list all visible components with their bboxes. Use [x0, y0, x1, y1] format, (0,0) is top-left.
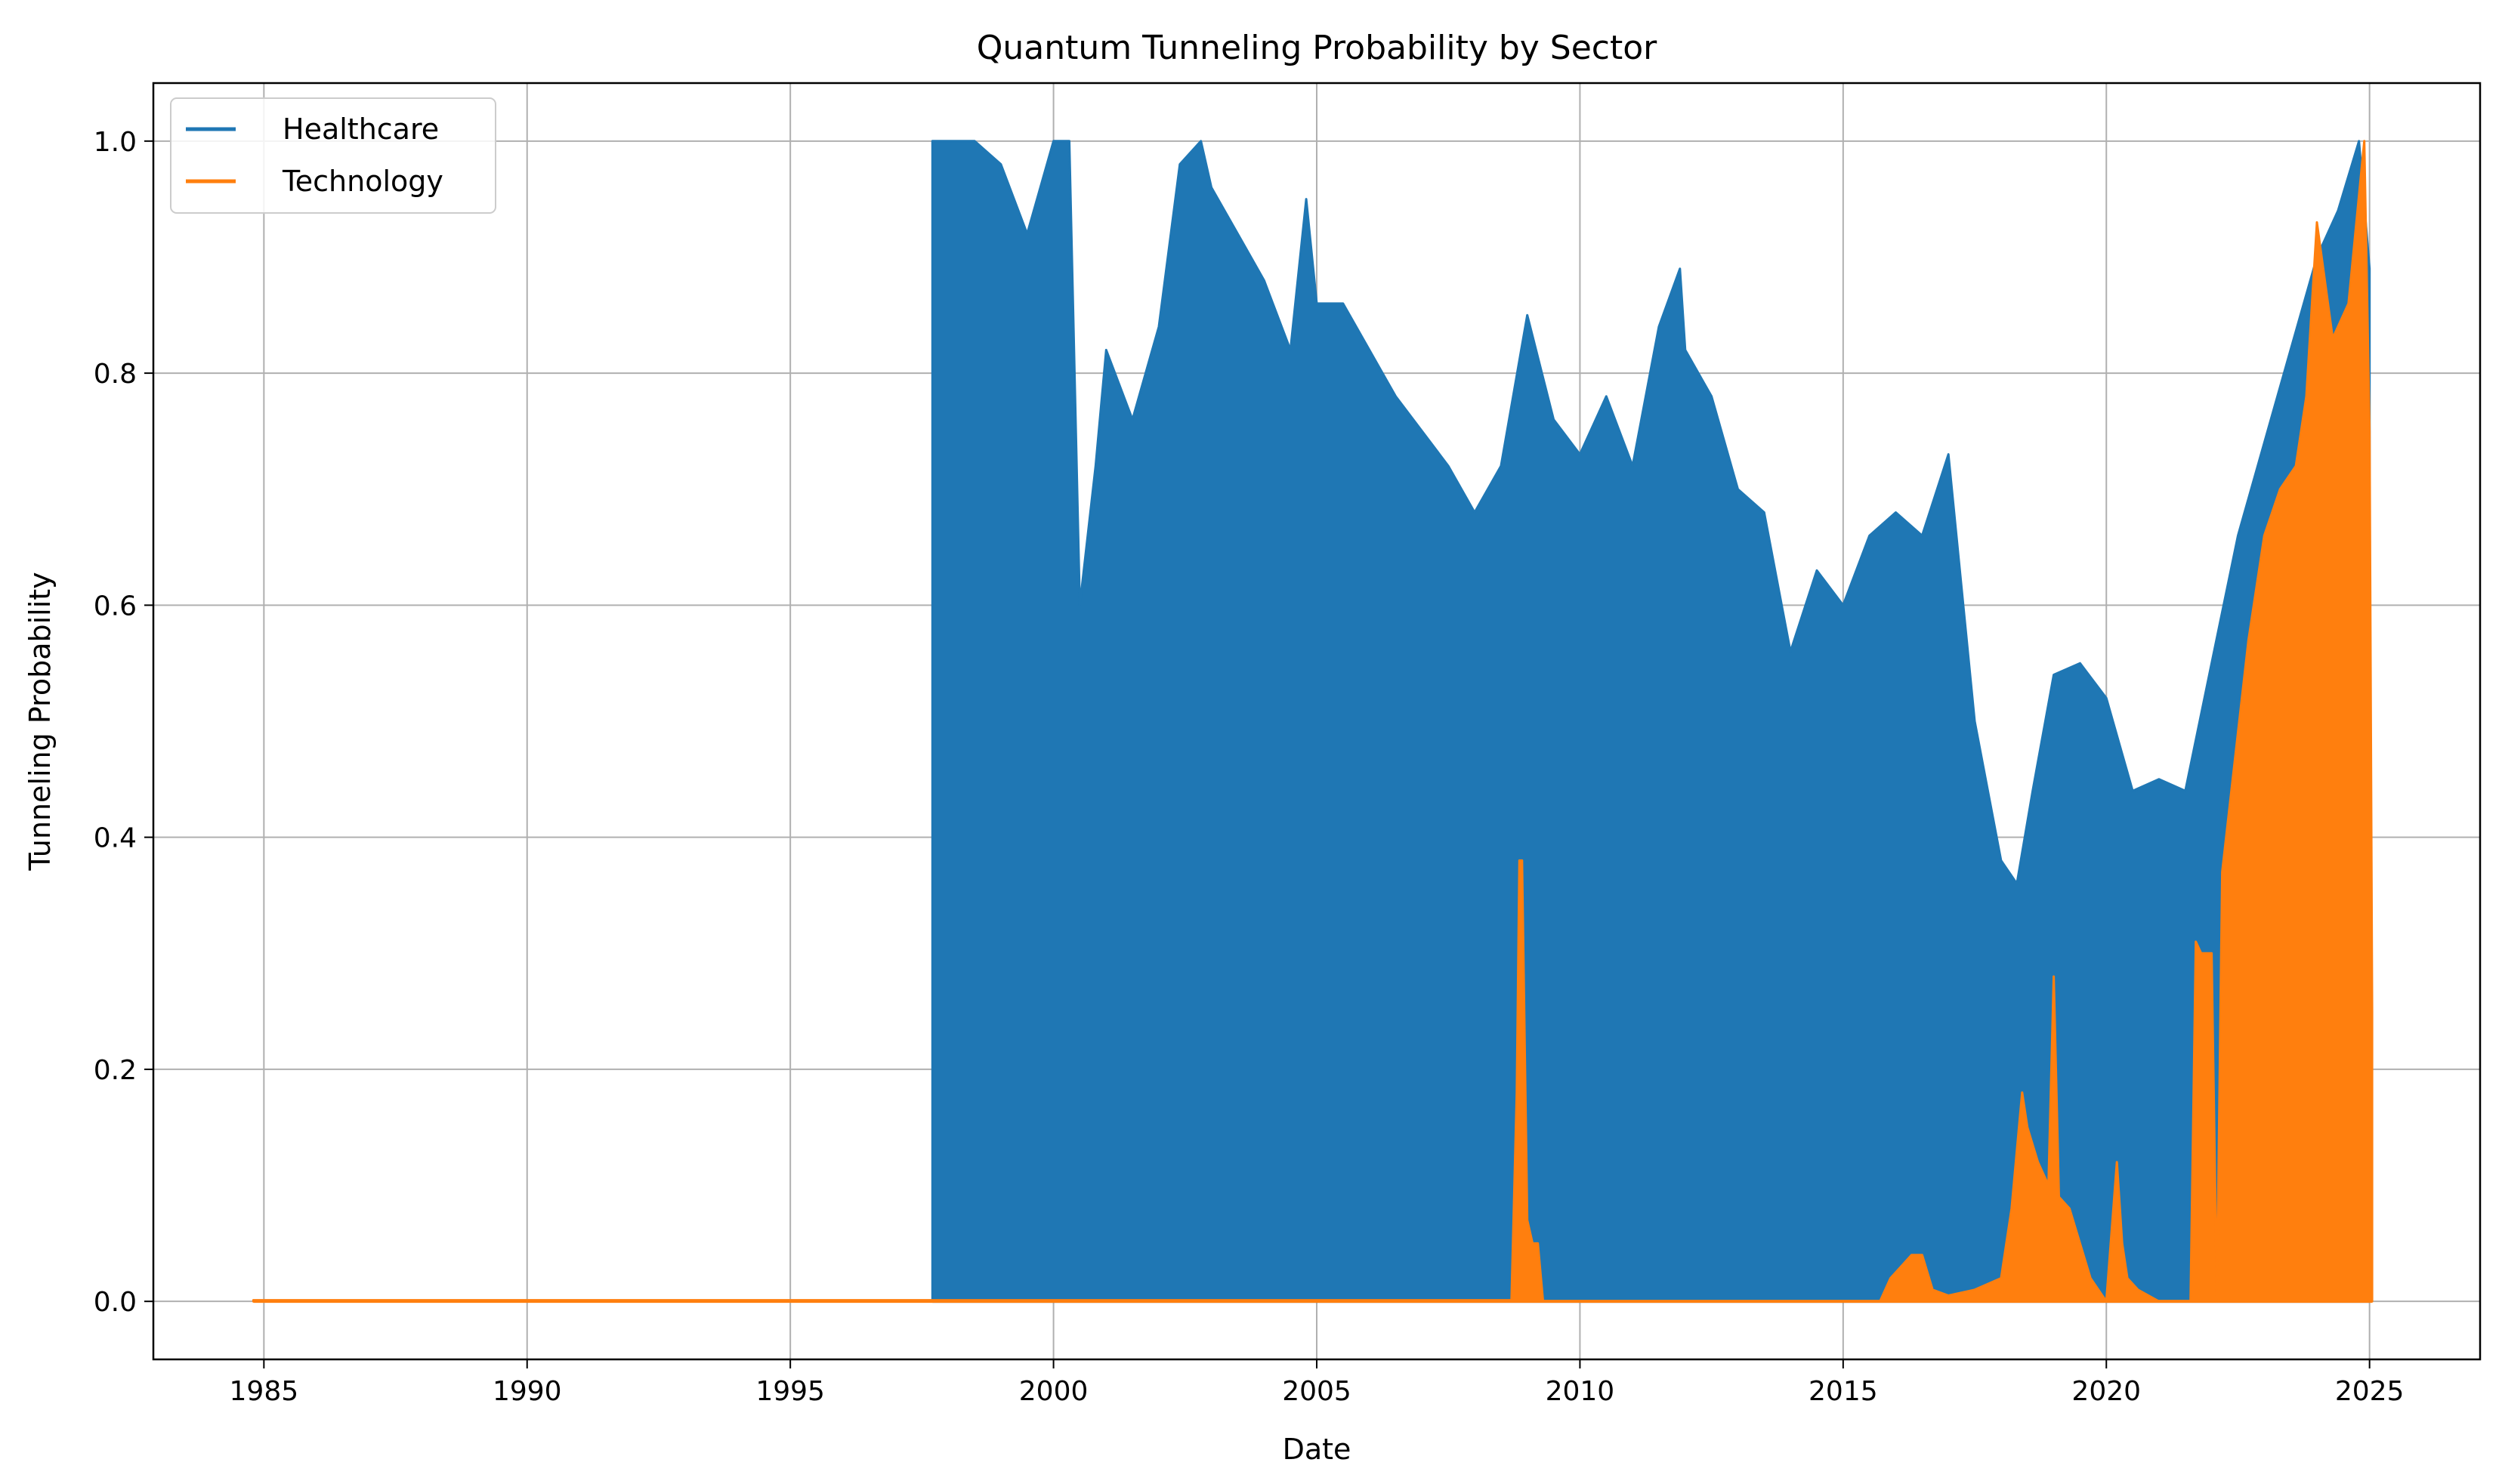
- x-tick-label: 2010: [1546, 1376, 1615, 1407]
- y-tick-label: 1.0: [94, 127, 137, 158]
- legend: Healthcare Technology: [170, 97, 496, 214]
- y-tick-label: 0.6: [94, 591, 137, 622]
- y-tick-label: 0.4: [94, 823, 137, 854]
- legend-label-healthcare: Healthcare: [283, 113, 439, 146]
- x-tick-label: 1985: [230, 1376, 299, 1407]
- x-tick-label: 2020: [2071, 1376, 2141, 1407]
- x-axis-label: Date: [1283, 1433, 1351, 1466]
- x-tick-label: 2005: [1282, 1376, 1351, 1407]
- x-tick-label: 2025: [2335, 1376, 2405, 1407]
- y-axis-label: Tunneling Probability: [23, 572, 57, 871]
- x-tick-label: 2015: [1809, 1376, 1878, 1407]
- legend-label-technology: Technology: [282, 165, 443, 198]
- legend-frame: [170, 97, 496, 214]
- y-tick-label: 0.8: [94, 359, 137, 390]
- x-axis: 1985 1990 1995 2000 2005 2010 2015 2020 2025: [230, 1359, 2405, 1407]
- x-tick-label: 2000: [1019, 1376, 1089, 1407]
- series-healthcare-area: [931, 140, 2371, 1303]
- y-axis: 0.0 0.2 0.4 0.6 0.8 1.0: [94, 127, 153, 1318]
- chart-title: Quantum Tunneling Probability by Sector: [977, 29, 1657, 67]
- x-tick-label: 1990: [493, 1376, 562, 1407]
- series-layer: [252, 140, 2374, 1304]
- x-tick-label: 1995: [755, 1376, 825, 1407]
- y-tick-label: 0.0: [94, 1287, 137, 1318]
- y-tick-label: 0.2: [94, 1055, 137, 1086]
